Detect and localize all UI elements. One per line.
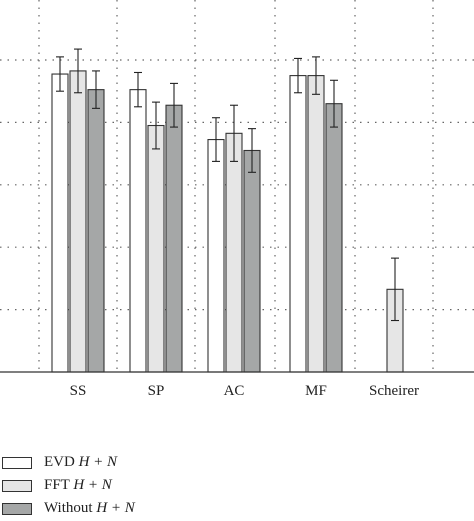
x-tick-label: AC	[224, 383, 245, 399]
bar	[289, 75, 307, 373]
legend-label-fft: FFT H + N	[44, 477, 112, 494]
legend-prefix: Without	[44, 500, 97, 516]
legend-swatch-without	[2, 502, 32, 515]
legend-item: FFT H + N	[2, 475, 302, 496]
legend-item: EVD H + N	[2, 452, 302, 473]
legend-prefix: FFT	[44, 477, 74, 493]
bar	[129, 89, 147, 373]
legend-item: Without H + N	[2, 498, 302, 519]
bar	[307, 75, 325, 373]
x-tick-label: SS	[70, 383, 87, 399]
legend-variable: H + N	[78, 454, 118, 470]
legend-swatch-fft	[2, 479, 32, 492]
x-tick-label: SP	[148, 383, 165, 399]
x-axis-ticks: SS SP AC MF Scheirer	[70, 383, 419, 399]
legend-label-without: Without H + N	[44, 500, 135, 517]
legend-label-evd: EVD H + N	[44, 454, 117, 471]
legend: EVD H + N FFT H + N Without H + N	[2, 452, 302, 521]
bar	[225, 132, 243, 373]
bar	[87, 89, 105, 373]
x-tick-label: MF	[305, 383, 327, 399]
bar	[207, 139, 225, 373]
bar	[165, 104, 183, 373]
bar	[51, 73, 69, 373]
bar	[69, 70, 87, 373]
legend-variable: H + N	[96, 500, 135, 516]
legend-swatch-evd	[2, 456, 32, 469]
bars	[51, 70, 404, 373]
legend-prefix: EVD	[44, 454, 79, 470]
bar	[325, 103, 343, 373]
legend-variable: H + N	[73, 477, 112, 493]
bar	[243, 149, 261, 373]
error-bars	[56, 48, 399, 322]
x-tick-label: Scheirer	[369, 383, 419, 399]
bar	[147, 124, 165, 373]
